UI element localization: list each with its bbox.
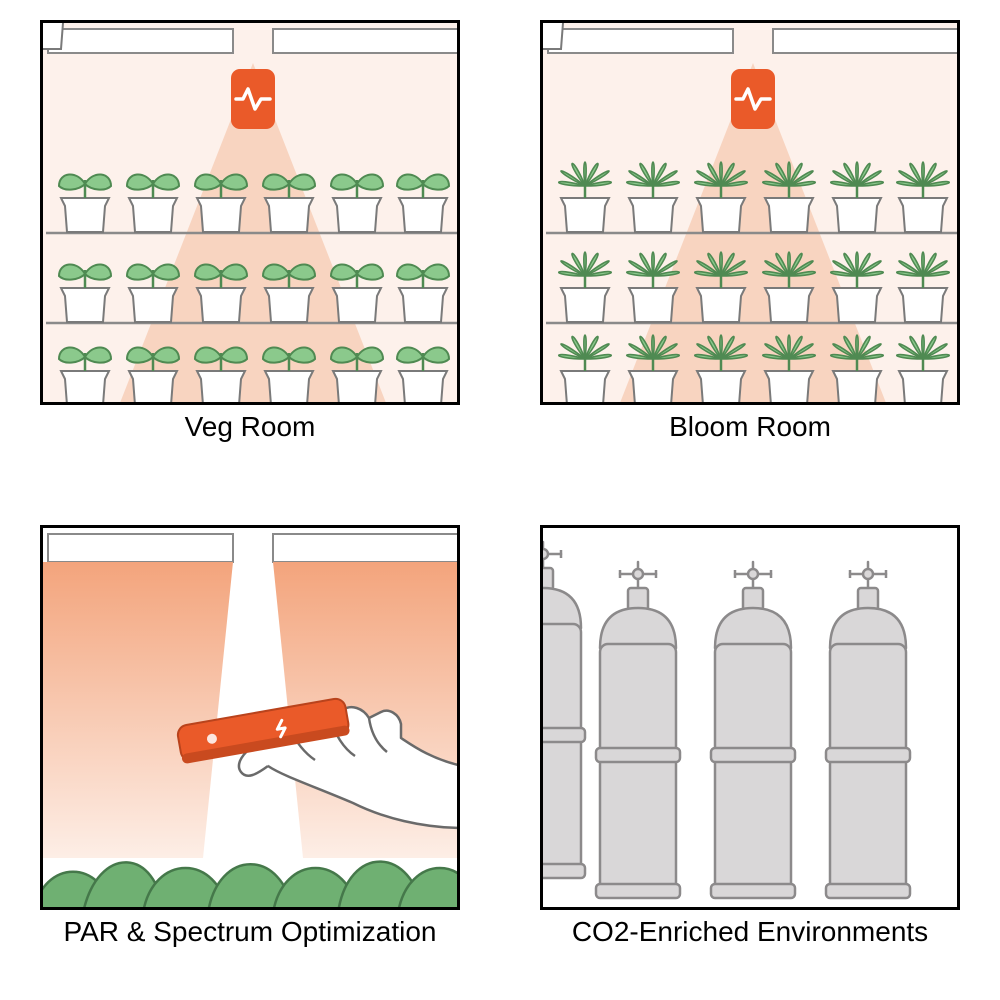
veg-room-caption: Veg Room bbox=[185, 411, 316, 443]
co2-cell: CO2-Enriched Environments bbox=[540, 525, 960, 970]
par-spectrum-caption: PAR & Spectrum Optimization bbox=[64, 916, 437, 948]
veg-room-panel bbox=[40, 20, 460, 405]
bloom-room-caption: Bloom Room bbox=[669, 411, 831, 443]
par-spectrum-cell: PAR & Spectrum Optimization bbox=[40, 525, 460, 970]
co2-caption: CO2-Enriched Environments bbox=[572, 916, 928, 948]
veg-room-cell: Veg Room bbox=[40, 20, 460, 465]
bloom-room-cell: Bloom Room bbox=[540, 20, 960, 465]
bloom-room-panel bbox=[540, 20, 960, 405]
par-spectrum-panel bbox=[40, 525, 460, 910]
co2-panel bbox=[540, 525, 960, 910]
